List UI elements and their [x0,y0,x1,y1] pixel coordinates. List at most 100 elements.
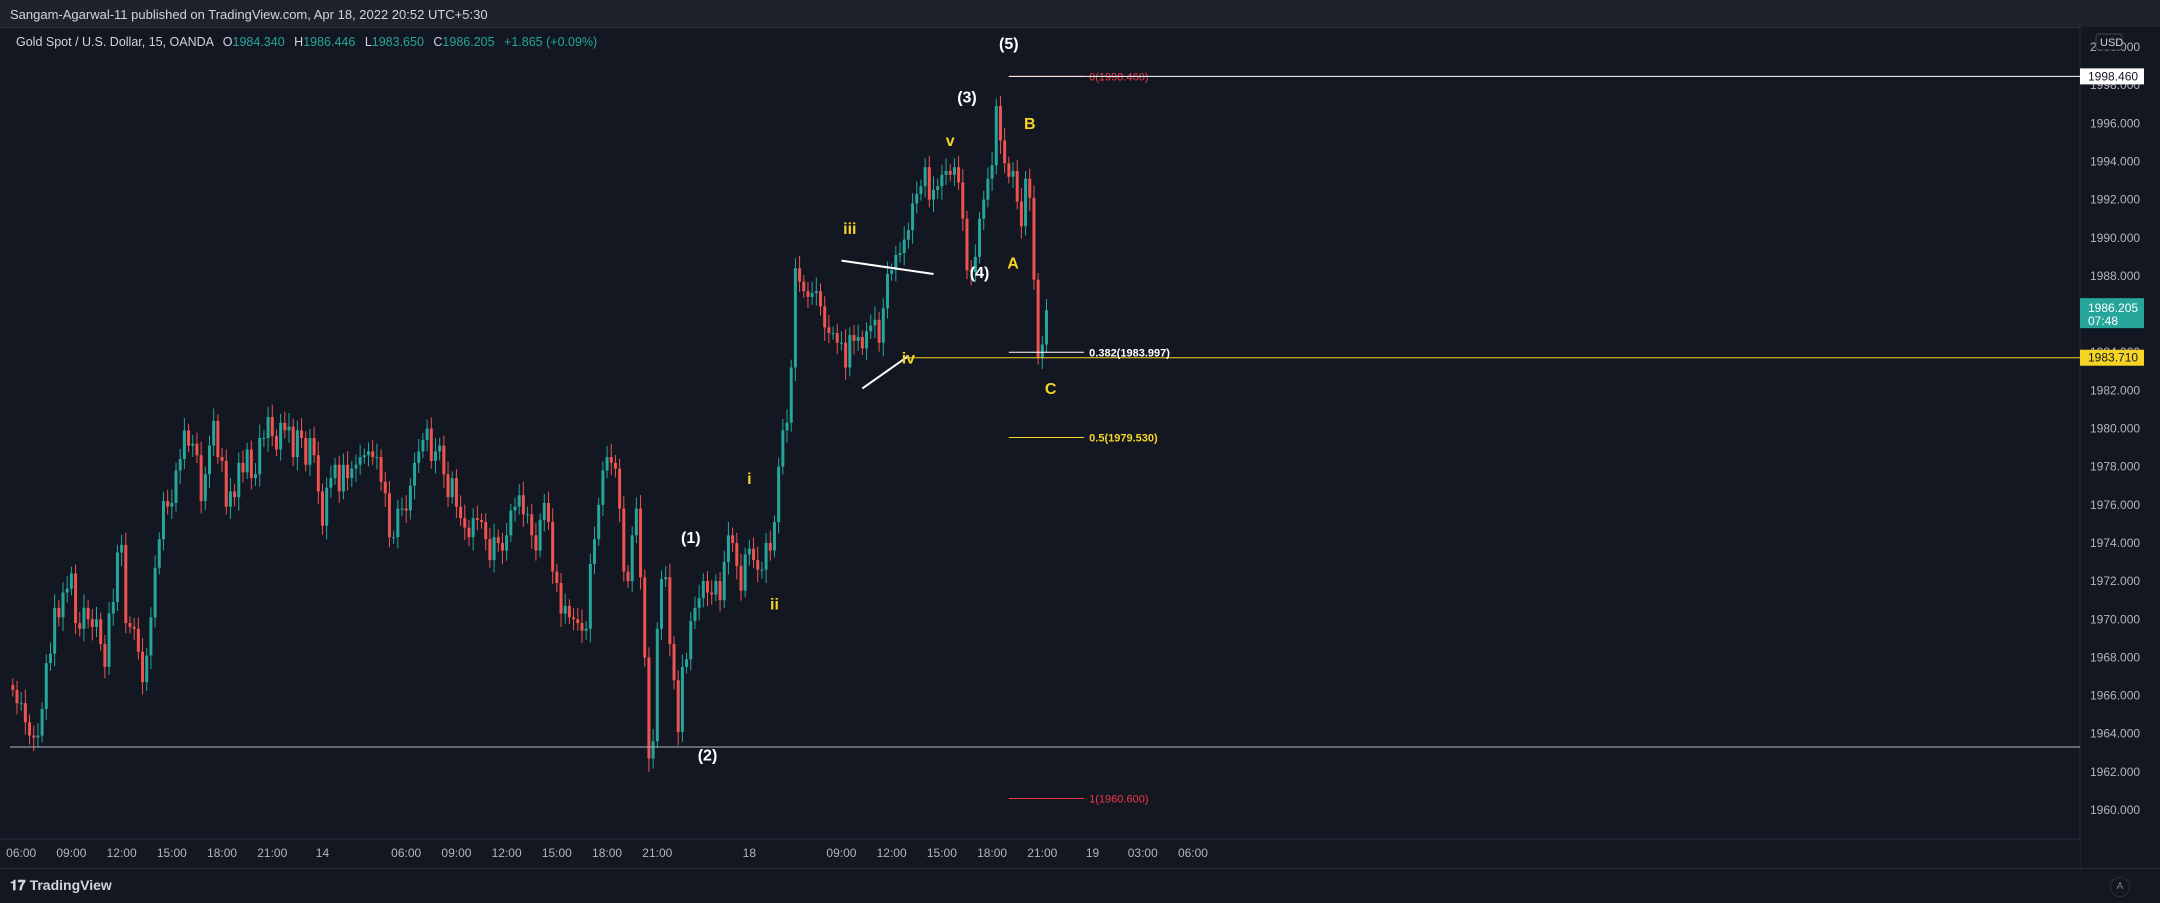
price-chart[interactable]: 1960.000 1962.000 1964.000 1966.000 1968.000… [0,27,2160,868]
candle-body[interactable] [425,428,429,440]
candle-body[interactable] [672,644,676,681]
candle-body[interactable] [103,644,107,667]
candle-body[interactable] [149,617,153,656]
candle-body[interactable] [546,502,550,522]
candle-body[interactable] [856,336,860,341]
candle-body[interactable] [618,468,622,509]
candle-body[interactable] [99,619,103,645]
candle-body[interactable] [781,430,785,467]
candle-body[interactable] [249,449,253,479]
candle-body[interactable] [480,520,484,522]
candle-body[interactable] [685,659,689,667]
candle-body[interactable] [341,464,345,492]
candle-body[interactable] [701,581,705,599]
candle-body[interactable] [233,491,237,498]
candle-body[interactable] [291,426,295,458]
candle-body[interactable] [161,500,165,540]
candle-body[interactable] [772,521,776,551]
candle-body[interactable] [509,510,513,536]
candle-body[interactable] [936,186,940,191]
candle-body[interactable] [241,462,245,473]
candle-body[interactable] [471,518,475,538]
candle-body[interactable] [894,254,898,271]
candle-body[interactable] [124,544,128,624]
candle-body[interactable] [1028,178,1032,198]
candle-body[interactable] [128,623,132,627]
candle-body[interactable] [371,451,375,458]
candle-body[interactable] [187,430,191,446]
candle-body[interactable] [994,106,998,166]
candle-body[interactable] [517,495,521,507]
candle-body[interactable] [706,581,710,593]
candle-body[interactable] [484,521,488,540]
candle-body[interactable] [141,651,145,683]
price-axis[interactable] [2080,27,2160,868]
candle-body[interactable] [316,455,320,492]
candle-body[interactable] [111,602,115,614]
candle-body[interactable] [998,106,1002,141]
candle-body[interactable] [120,544,124,553]
candle-body[interactable] [203,474,207,501]
candle-body[interactable] [731,535,735,543]
candle-body[interactable] [207,445,211,475]
candle-body[interactable] [433,451,437,461]
candle-body[interactable] [982,199,986,219]
candle-body[interactable] [383,481,387,494]
candle-body[interactable] [735,542,739,566]
candle-body[interactable] [266,417,270,439]
candle-body[interactable] [839,342,843,344]
candle-body[interactable] [659,579,663,629]
candle-body[interactable] [442,445,446,475]
candle-body[interactable] [417,451,421,463]
candle-body[interactable] [362,455,366,458]
candle-body[interactable] [609,457,613,463]
candle-body[interactable] [881,308,885,343]
candle-body[interactable] [325,487,329,526]
candle-body[interactable] [212,420,216,446]
candle-body[interactable] [693,607,697,622]
candle-body[interactable] [819,291,823,307]
candle-body[interactable] [392,537,396,539]
candle-body[interactable] [300,430,304,439]
candle-body[interactable] [216,420,220,458]
candle-body[interactable] [320,491,324,526]
candle-body[interactable] [429,428,433,461]
candle-body[interactable] [308,438,312,465]
candle-body[interactable] [710,592,714,595]
candle-body[interactable] [793,268,797,368]
candle-body[interactable] [961,182,965,219]
candle-body[interactable] [739,565,743,591]
candle-body[interactable] [986,178,990,200]
candle-body[interactable] [500,542,504,551]
candle-body[interactable] [689,621,693,660]
candle-body[interactable] [19,703,23,705]
candle-body[interactable] [906,230,910,240]
candle-body[interactable] [337,464,341,492]
candle-body[interactable] [978,218,982,257]
candle-body[interactable] [572,617,576,620]
candle-body[interactable] [350,468,354,479]
candle-body[interactable] [446,474,450,498]
candle-body[interactable] [69,573,73,589]
candle-body[interactable] [969,270,973,273]
candle-body[interactable] [551,521,555,572]
candle-body[interactable] [258,438,262,475]
candle-body[interactable] [940,174,944,187]
candle-body[interactable] [965,218,969,271]
candle-body[interactable] [626,571,630,582]
candle-body[interactable] [107,613,111,667]
candle-body[interactable] [191,443,195,446]
candle-body[interactable] [132,626,136,629]
candle-body[interactable] [580,623,584,631]
candle-body[interactable] [848,335,852,368]
candle-body[interactable] [555,571,559,584]
candle-body[interactable] [844,342,848,368]
candle-body[interactable] [576,619,580,624]
candle-body[interactable] [601,470,605,505]
candle-body[interactable] [48,653,52,664]
candle-body[interactable] [630,535,634,582]
candle-body[interactable] [726,535,730,563]
candle-body[interactable] [15,689,19,704]
candle-body[interactable] [61,592,65,618]
candle-body[interactable] [923,167,927,187]
